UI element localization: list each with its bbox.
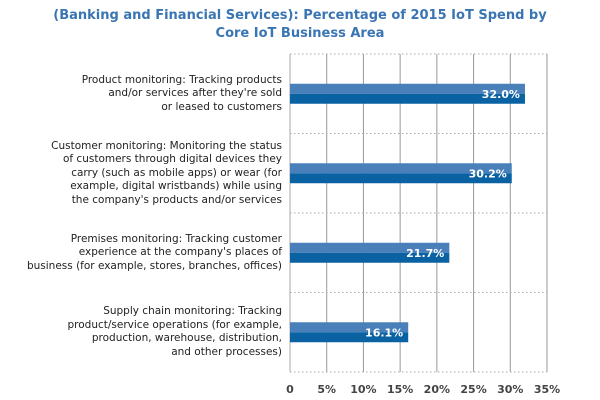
category-label-line: and/or services after they're sold [108,87,282,99]
bar-top [290,322,409,333]
category-label-line: product/service operations (for example, [67,318,283,331]
x-tick-label: 15% [387,383,413,396]
data-label: 16.1% [365,326,403,339]
x-tick-label: 20% [424,383,450,396]
bar-top [290,242,450,253]
bar [290,93,525,104]
data-label: 32.0% [482,88,520,101]
x-tick-label: 10% [350,383,376,396]
category-label-line: production, warehouse, distribution, [91,332,282,345]
category-label-line: Customer monitoring: Monitoring the stat… [51,139,282,152]
category-label-line: or leased to customers [161,100,282,113]
category-label-line: Product monitoring: Tracking products [81,73,282,86]
bar-top [290,163,512,174]
category-label-line: Supply chain monitoring: Tracking [103,305,282,318]
category-label-line: example, digital wristbands) while using [70,180,282,192]
chart-title-line-1: (Banking and Financial Services): Percen… [53,8,547,23]
chart-title-line-2: Core IoT Business Area [215,26,385,41]
x-tick-label: 5% [317,383,336,396]
bar [290,332,409,343]
bar-top [290,83,525,94]
category-label-line: carry (such as mobile apps) or wear (for [71,166,282,179]
category-label-line: experience at the company's places of [78,246,282,258]
category-label-line: the company's products and/or services [71,193,282,206]
data-label: 30.2% [469,167,507,180]
category-label: Supply chain monitoring: Tracking product… [22,305,283,359]
category-label-line: business (for example, stores, branches,… [26,259,282,272]
category-label: Premises monitoring: Tracking customer ex… [22,233,282,274]
x-tick-label: 25% [460,383,486,396]
data-label: 21.7% [406,247,444,260]
x-tick-label: 0 [286,383,294,396]
bar [290,252,450,263]
x-tick-label: 30% [497,383,523,396]
category-label: Customer monitoring: Monitoring the stat… [22,140,282,208]
category-label: Product monitoring: Tracking products and… [22,74,282,115]
category-label-line: of customers through digital devices the… [62,153,282,165]
bar [290,173,512,184]
category-label-line: and other processes) [171,345,282,358]
category-label-line: Premises monitoring: Tracking customer [70,232,282,245]
x-tick-label: 35% [534,383,560,396]
